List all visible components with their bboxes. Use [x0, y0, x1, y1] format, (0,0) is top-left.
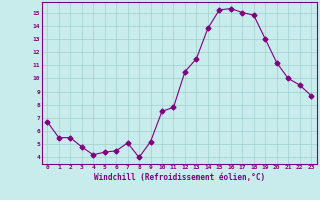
X-axis label: Windchill (Refroidissement éolien,°C): Windchill (Refroidissement éolien,°C)	[94, 173, 265, 182]
